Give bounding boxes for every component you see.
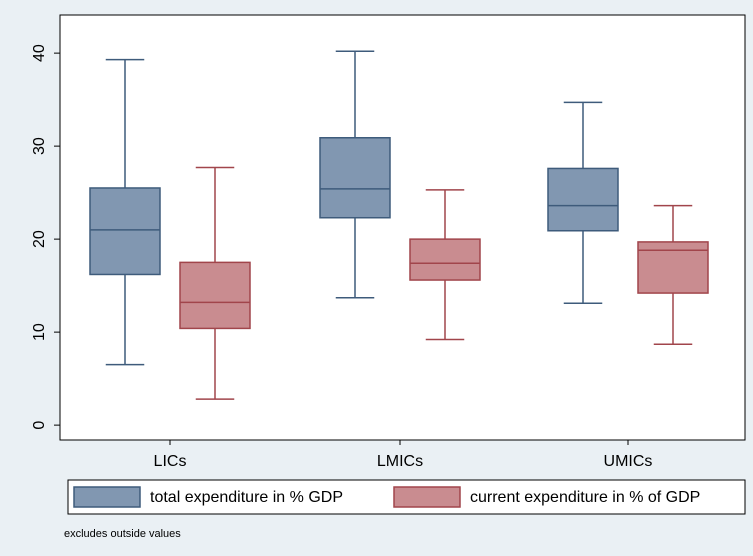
box xyxy=(89,187,161,276)
legend-swatch xyxy=(393,486,461,508)
y-tick-label: 40 xyxy=(31,44,48,62)
legend-label: current expenditure in % of GDP xyxy=(470,489,700,506)
y-tick-label: 20 xyxy=(31,230,48,248)
box xyxy=(409,238,481,281)
plot-area xyxy=(59,14,746,441)
y-tick-label: 30 xyxy=(31,137,48,155)
box xyxy=(179,261,251,330)
x-tick-label: LMICs xyxy=(377,453,423,470)
y-tick-label: 0 xyxy=(31,421,48,430)
box xyxy=(547,167,619,232)
y-tick-label: 10 xyxy=(31,323,48,341)
note: excludes outside values xyxy=(64,528,181,540)
legend-label: total expenditure in % GDP xyxy=(150,489,343,506)
x-tick-label: UMICs xyxy=(604,453,653,470)
legend-swatch xyxy=(73,486,141,508)
x-tick-label: LICs xyxy=(154,453,187,470)
box xyxy=(319,137,391,219)
